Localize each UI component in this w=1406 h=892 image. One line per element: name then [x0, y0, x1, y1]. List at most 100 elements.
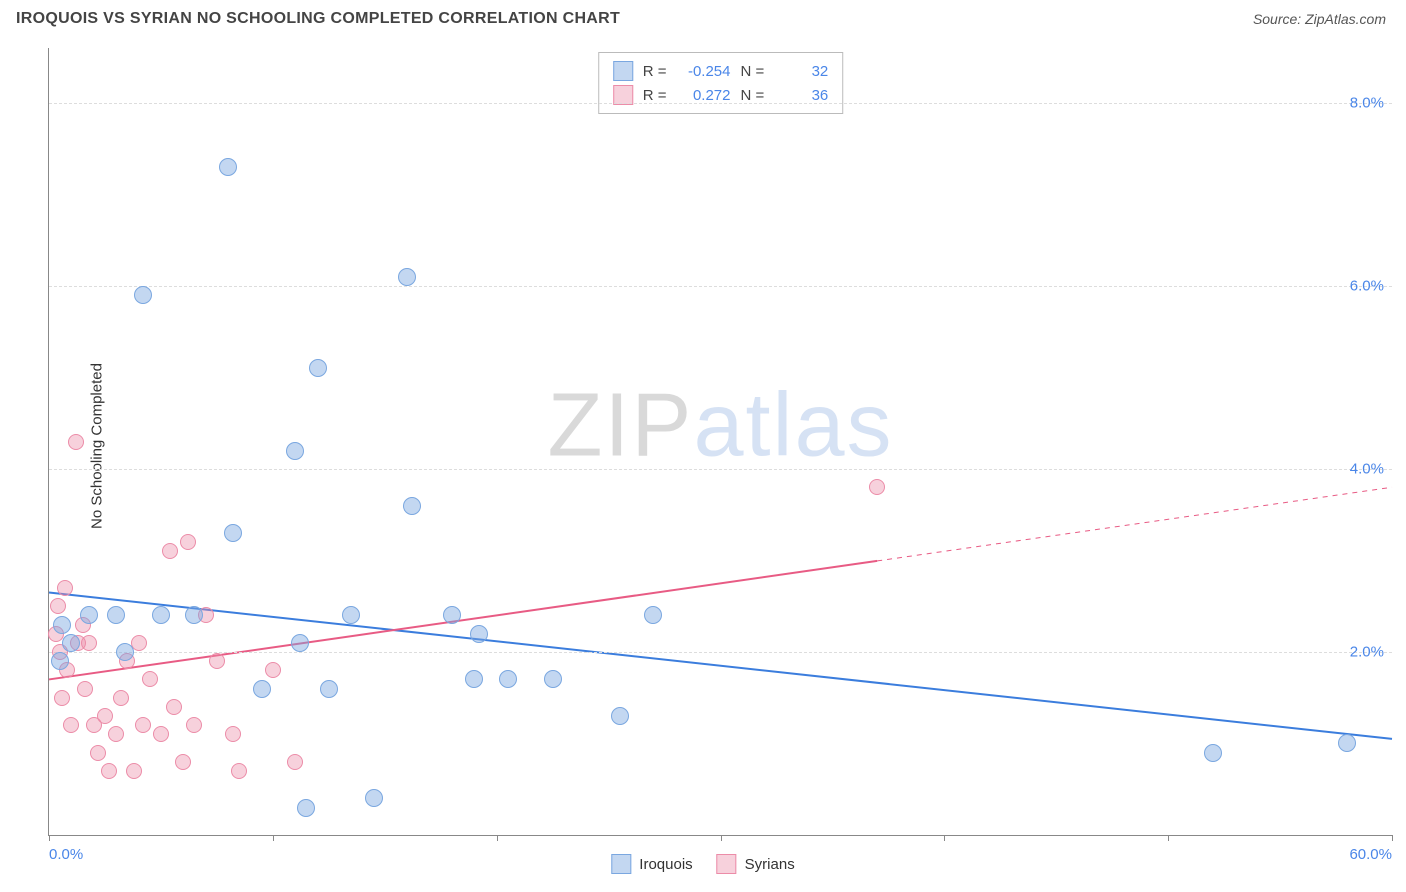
scatter-point-iroquois — [499, 670, 517, 688]
scatter-point-syrians — [97, 708, 113, 724]
scatter-point-iroquois — [80, 606, 98, 624]
scatter-point-iroquois — [465, 670, 483, 688]
scatter-point-iroquois — [116, 643, 134, 661]
scatter-point-iroquois — [365, 789, 383, 807]
x-tick — [1392, 835, 1393, 841]
scatter-point-syrians — [225, 726, 241, 742]
scatter-point-iroquois — [644, 606, 662, 624]
trend-lines — [49, 48, 1392, 835]
scatter-point-syrians — [209, 653, 225, 669]
scatter-point-syrians — [175, 754, 191, 770]
x-tick-label: 0.0% — [49, 846, 83, 863]
y-tick-label: 8.0% — [1350, 94, 1384, 111]
gridline — [49, 652, 1392, 653]
gridline — [49, 286, 1392, 287]
n-label: N = — [741, 63, 765, 80]
scatter-point-syrians — [153, 726, 169, 742]
legend-label-syrians: Syrians — [745, 856, 795, 873]
r-label: R = — [643, 63, 667, 80]
n-label: N = — [741, 87, 765, 104]
swatch-syrians — [717, 854, 737, 874]
legend-item-iroquois: Iroquois — [611, 854, 692, 874]
scatter-point-syrians — [113, 690, 129, 706]
scatter-point-syrians — [101, 763, 117, 779]
scatter-point-iroquois — [107, 606, 125, 624]
scatter-point-syrians — [135, 717, 151, 733]
n-value-iroquois: 32 — [774, 63, 828, 80]
scatter-point-syrians — [287, 754, 303, 770]
scatter-point-syrians — [126, 763, 142, 779]
scatter-point-syrians — [180, 534, 196, 550]
r-label: R = — [643, 87, 667, 104]
scatter-point-iroquois — [403, 497, 421, 515]
x-tick — [497, 835, 498, 841]
r-value-iroquois: -0.254 — [677, 63, 731, 80]
watermark-part2: atlas — [693, 375, 893, 475]
n-value-syrians: 36 — [774, 87, 828, 104]
scatter-point-iroquois — [309, 359, 327, 377]
scatter-point-syrians — [162, 543, 178, 559]
scatter-point-iroquois — [342, 606, 360, 624]
scatter-point-iroquois — [152, 606, 170, 624]
gridline — [49, 469, 1392, 470]
scatter-point-syrians — [63, 717, 79, 733]
scatter-point-syrians — [57, 580, 73, 596]
series-legend: Iroquois Syrians — [611, 854, 794, 874]
x-tick-label: 60.0% — [1349, 846, 1392, 863]
scatter-point-iroquois — [297, 799, 315, 817]
scatter-point-iroquois — [443, 606, 461, 624]
watermark: ZIPatlas — [547, 374, 893, 477]
scatter-point-syrians — [108, 726, 124, 742]
scatter-point-syrians — [869, 479, 885, 495]
scatter-point-syrians — [77, 681, 93, 697]
scatter-point-syrians — [166, 699, 182, 715]
scatter-point-syrians — [81, 635, 97, 651]
scatter-point-iroquois — [470, 625, 488, 643]
scatter-point-iroquois — [320, 680, 338, 698]
legend-item-syrians: Syrians — [717, 854, 795, 874]
scatter-point-iroquois — [219, 158, 237, 176]
scatter-point-iroquois — [398, 268, 416, 286]
scatter-point-syrians — [265, 662, 281, 678]
scatter-point-iroquois — [1338, 734, 1356, 752]
scatter-point-iroquois — [185, 606, 203, 624]
y-tick-label: 4.0% — [1350, 460, 1384, 477]
y-tick-label: 2.0% — [1350, 643, 1384, 660]
scatter-point-syrians — [186, 717, 202, 733]
scatter-point-iroquois — [253, 680, 271, 698]
scatter-point-iroquois — [291, 634, 309, 652]
y-tick-label: 6.0% — [1350, 277, 1384, 294]
scatter-point-syrians — [50, 598, 66, 614]
watermark-part1: ZIP — [547, 375, 693, 475]
scatter-point-iroquois — [224, 524, 242, 542]
x-tick — [944, 835, 945, 841]
scatter-point-iroquois — [611, 707, 629, 725]
scatter-point-syrians — [54, 690, 70, 706]
x-tick — [1168, 835, 1169, 841]
scatter-point-iroquois — [286, 442, 304, 460]
chart-header: IROQUOIS VS SYRIAN NO SCHOOLING COMPLETE… — [0, 0, 1406, 32]
stats-row-iroquois: R = -0.254 N = 32 — [613, 59, 829, 83]
swatch-iroquois — [613, 61, 633, 81]
stats-legend: R = -0.254 N = 32 R = 0.272 N = 36 — [598, 52, 844, 114]
scatter-chart: ZIPatlas R = -0.254 N = 32 R = 0.272 N =… — [48, 48, 1392, 836]
scatter-point-iroquois — [53, 616, 71, 634]
swatch-iroquois — [611, 854, 631, 874]
scatter-point-iroquois — [544, 670, 562, 688]
source-attribution: Source: ZipAtlas.com — [1253, 11, 1386, 27]
scatter-point-iroquois — [134, 286, 152, 304]
scatter-point-iroquois — [51, 652, 69, 670]
x-tick — [721, 835, 722, 841]
legend-label-iroquois: Iroquois — [639, 856, 692, 873]
scatter-point-syrians — [142, 671, 158, 687]
scatter-point-iroquois — [62, 634, 80, 652]
scatter-point-syrians — [231, 763, 247, 779]
scatter-point-syrians — [68, 434, 84, 450]
x-tick — [49, 835, 50, 841]
chart-title: IROQUOIS VS SYRIAN NO SCHOOLING COMPLETE… — [16, 10, 620, 28]
r-value-syrians: 0.272 — [677, 87, 731, 104]
gridline — [49, 103, 1392, 104]
x-tick — [273, 835, 274, 841]
scatter-point-syrians — [90, 745, 106, 761]
scatter-point-iroquois — [1204, 744, 1222, 762]
